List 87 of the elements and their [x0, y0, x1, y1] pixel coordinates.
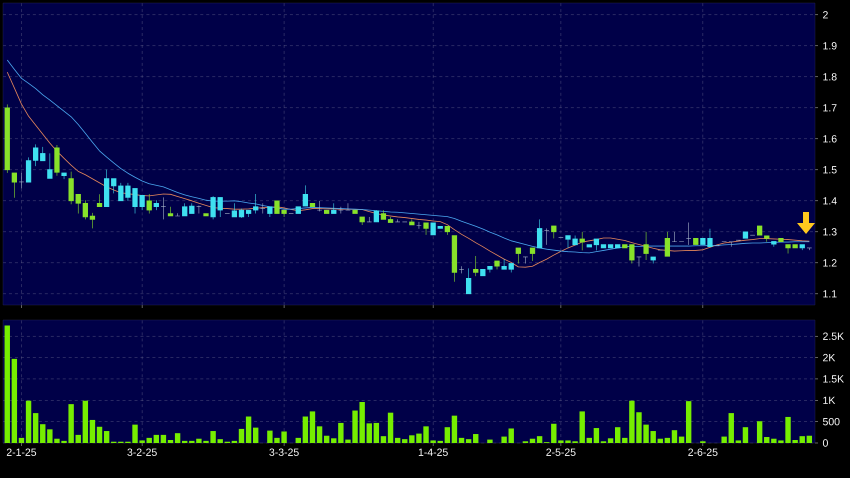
candlestick: [238, 208, 244, 218]
bar: [18, 438, 24, 443]
candlestick: [551, 226, 556, 239]
x-tick-label: 2-5-25: [546, 448, 576, 456]
y-tick-label: 2.5K: [823, 332, 844, 340]
bar: [458, 438, 464, 443]
candlestick: [536, 219, 542, 248]
y-tick-label: 1.8: [823, 73, 837, 81]
candlestick: [90, 212, 96, 229]
bar: [238, 428, 244, 443]
candlestick: [686, 222, 692, 246]
candlestick: [132, 188, 138, 214]
candlestick: [125, 182, 131, 202]
x-tick-label: 3-3-25: [269, 448, 299, 456]
bar: [785, 416, 791, 443]
candlestick: [316, 200, 322, 212]
bar: [530, 438, 536, 443]
bar: [423, 426, 429, 443]
y-tick-label: 1.7: [823, 104, 837, 112]
candlestick: [565, 235, 571, 248]
bar: [281, 431, 287, 443]
bar: [310, 411, 316, 443]
candlestick: [374, 210, 379, 222]
bar: [742, 427, 748, 443]
bar: [487, 440, 493, 443]
candlestick: [785, 244, 791, 254]
candlestick: [572, 235, 578, 246]
y-tick-label: 1.5K: [823, 375, 844, 383]
candlestick: [672, 232, 678, 242]
candlestick: [26, 157, 32, 183]
candlestick: [232, 202, 238, 218]
y-tick-label: 1.3: [823, 228, 837, 236]
candlestick: [139, 194, 145, 210]
candlestick: [458, 266, 464, 274]
bar: [380, 436, 386, 443]
candlestick: [466, 268, 472, 294]
candlestick: [154, 200, 159, 210]
y-tick-label: 2K: [823, 354, 836, 362]
candlestick: [18, 172, 24, 189]
candlestick: [12, 172, 17, 198]
candlestick: [423, 222, 429, 236]
candlestick: [96, 194, 102, 208]
bar: [345, 440, 351, 443]
candlestick: [260, 202, 266, 214]
x-tick-label: 2-6-25: [688, 448, 718, 456]
candlestick: [664, 232, 670, 257]
y-tick-label: 1.5: [823, 166, 837, 174]
y-tick-label: 1K: [823, 396, 836, 404]
x-tick-label: 3-2-25: [127, 448, 157, 456]
bar: [168, 440, 174, 443]
candlestick: [302, 185, 308, 206]
y-tick-label: 2: [823, 11, 828, 18]
bar: [636, 412, 642, 443]
y-tick-label: 1.1: [823, 290, 837, 298]
candlestick: [643, 232, 649, 260]
candlestick: [267, 206, 273, 218]
candlestick: [331, 202, 336, 214]
candlestick: [160, 197, 166, 220]
y-tick-label: 1.9: [823, 42, 837, 50]
candlestick: [636, 256, 642, 267]
candlestick: [47, 153, 52, 179]
candlestick: [707, 228, 713, 248]
candlestick: [416, 222, 422, 230]
y-tick-label: 1.4: [823, 197, 837, 204]
x-tick-label: 1-4-25: [418, 448, 448, 456]
candlestick: [544, 228, 550, 246]
y-tick-label: 0: [822, 439, 828, 447]
candlestick: [516, 248, 521, 264]
candlestick: [168, 206, 174, 216]
bar: [96, 426, 102, 443]
candlestick: [530, 248, 536, 262]
candlestick: [345, 202, 351, 210]
candlestick: [380, 210, 386, 220]
bar: [672, 430, 678, 443]
bar: [267, 430, 273, 443]
bar: [565, 440, 571, 443]
y-tick-label: 1.6: [823, 135, 837, 143]
candlestick: [473, 256, 478, 276]
bar: [132, 424, 138, 443]
candlestick: [580, 232, 585, 251]
bar: [274, 438, 280, 443]
y-tick-label: 500: [822, 418, 840, 426]
y-tick-label: 1.2: [823, 259, 837, 266]
candlestick: [146, 194, 152, 214]
candlestick: [757, 226, 762, 236]
candlestick: [274, 200, 280, 214]
x-tick-label: 2-1-25: [6, 448, 36, 456]
